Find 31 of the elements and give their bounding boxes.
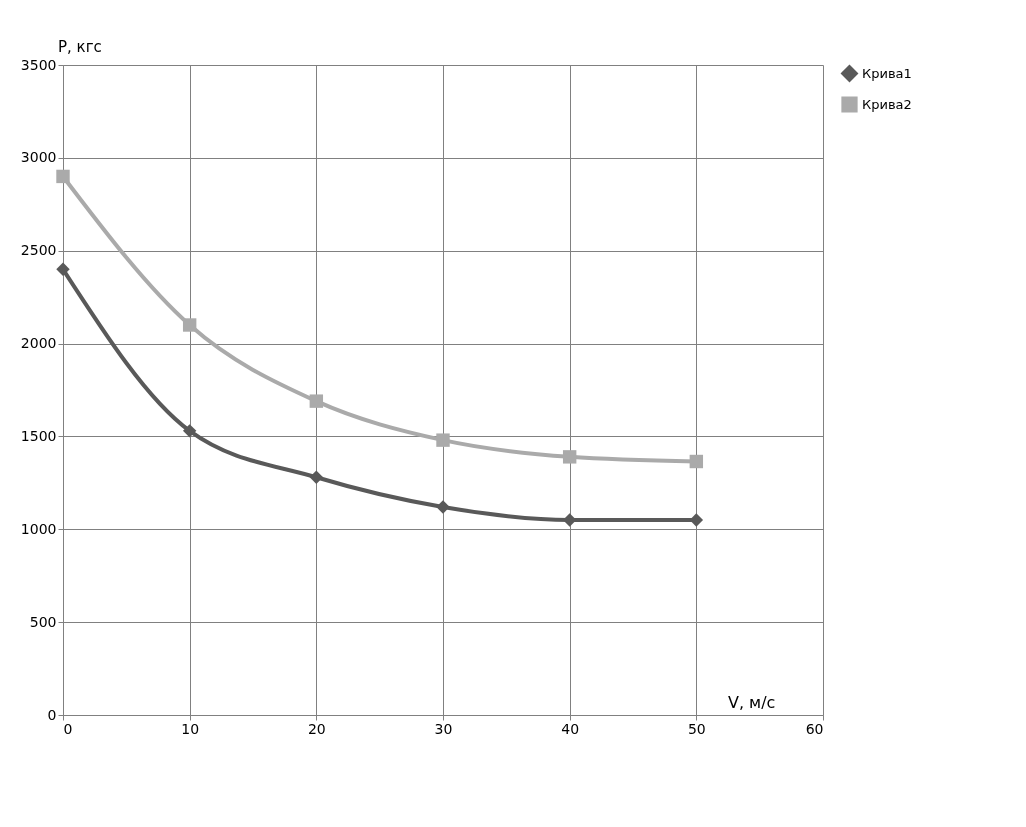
legend-label: Крива1 — [862, 65, 912, 81]
y-tick-label: 3000 — [20, 149, 57, 166]
x-tick-label: 20 — [307, 720, 326, 737]
x-tick-label: 40 — [561, 720, 580, 737]
y-tick-label: 3500 — [20, 56, 57, 73]
y-tick-label: 500 — [29, 613, 57, 630]
point — [309, 470, 324, 484]
y-tick-label: 0 — [47, 706, 57, 723]
point — [689, 513, 704, 527]
x-tick-label: 0 — [63, 720, 73, 737]
point — [689, 454, 704, 469]
x-tick-label: 60 — [805, 720, 824, 737]
point — [562, 450, 577, 464]
y-axis-title: P, кгс — [58, 38, 102, 56]
point — [436, 500, 450, 514]
x-tick-label: 30 — [434, 720, 453, 737]
x-axis-title: V, м/с — [728, 693, 776, 712]
y-tick-label: 2500 — [20, 242, 57, 259]
y-tick-label: 1500 — [20, 427, 57, 444]
point — [56, 169, 70, 184]
point — [56, 262, 70, 276]
x-tick-label: 10 — [181, 720, 200, 737]
y-tick-label: 1000 — [20, 520, 57, 537]
point — [562, 513, 577, 527]
point — [182, 424, 197, 438]
point — [182, 318, 197, 332]
y-tick-label: 2000 — [20, 335, 57, 352]
point — [436, 433, 450, 447]
x-tick-label: 50 — [687, 720, 706, 737]
legend-label: Крива2 — [862, 96, 912, 112]
point — [309, 394, 324, 408]
